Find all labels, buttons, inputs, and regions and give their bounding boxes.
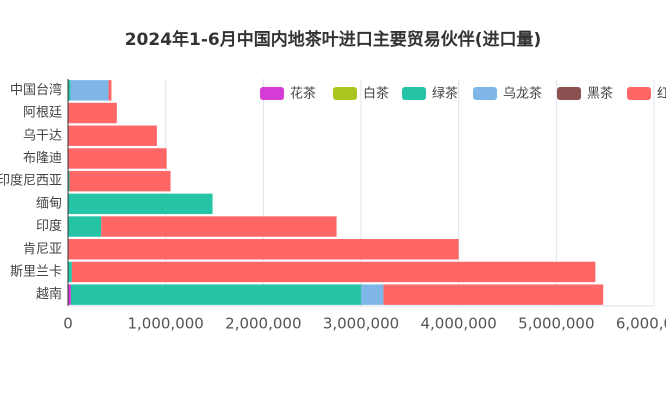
legend-label: 乌龙茶 xyxy=(503,86,542,102)
y-tick-label: 阿根廷 xyxy=(23,106,62,121)
x-tick-label: 5,000,000 xyxy=(518,315,594,333)
x-tick-label: 0 xyxy=(63,315,73,333)
legend-marker xyxy=(473,87,497,100)
bar-segment xyxy=(68,284,71,305)
legend-marker xyxy=(627,87,651,100)
y-tick-label: 肯尼亚 xyxy=(23,242,62,257)
legend-marker xyxy=(260,87,284,100)
legend-marker xyxy=(402,87,426,100)
y-tick-label: 印度 xyxy=(36,218,62,234)
legend-label: 花茶 xyxy=(290,86,316,102)
bar-segment xyxy=(68,80,71,101)
x-tick-label: 1,000,000 xyxy=(127,315,203,333)
y-tick-label: 布隆迪 xyxy=(23,151,62,166)
x-tick-label: 6,000,000 xyxy=(616,315,666,333)
x-tick-label: 3,000,000 xyxy=(323,315,399,333)
bar-segment xyxy=(70,80,109,101)
bar-segment xyxy=(68,239,459,260)
legend-label: 绿茶 xyxy=(432,86,458,102)
y-tick-label: 中国台湾 xyxy=(10,82,62,98)
x-tick-label: 2,000,000 xyxy=(225,315,301,333)
bar-segment xyxy=(68,193,213,215)
bar-segment xyxy=(71,261,596,283)
bar-segment xyxy=(68,102,117,124)
bar-segment xyxy=(68,170,70,192)
bar-segment xyxy=(383,284,604,305)
bar-segment xyxy=(70,284,362,305)
legend-label: 红茶 xyxy=(657,86,666,102)
bar-segment xyxy=(101,216,337,237)
x-tick-label: 4,000,000 xyxy=(420,315,496,333)
legend-label: 黑茶 xyxy=(587,86,613,102)
bar-segment xyxy=(68,216,102,237)
chart-title: 2024年1-6月中国内地茶叶进口主要贸易伙伴(进口量) xyxy=(125,29,542,50)
bar-segment xyxy=(68,148,167,169)
legend-marker xyxy=(557,87,581,100)
y-tick-label: 越南 xyxy=(36,286,62,302)
bar-segment xyxy=(68,261,72,283)
bar-segment xyxy=(361,284,384,305)
y-tick-label: 乌干达 xyxy=(23,127,62,143)
legend-marker xyxy=(333,87,357,100)
legend-label: 白茶 xyxy=(363,86,389,102)
y-tick-label: 印度尼西亚 xyxy=(0,173,62,189)
bar-segment xyxy=(69,170,171,192)
bar-segment xyxy=(108,80,112,101)
y-tick-label: 缅甸 xyxy=(36,196,62,211)
y-tick-label: 斯里兰卡 xyxy=(10,264,62,279)
bar-segment xyxy=(68,125,157,146)
